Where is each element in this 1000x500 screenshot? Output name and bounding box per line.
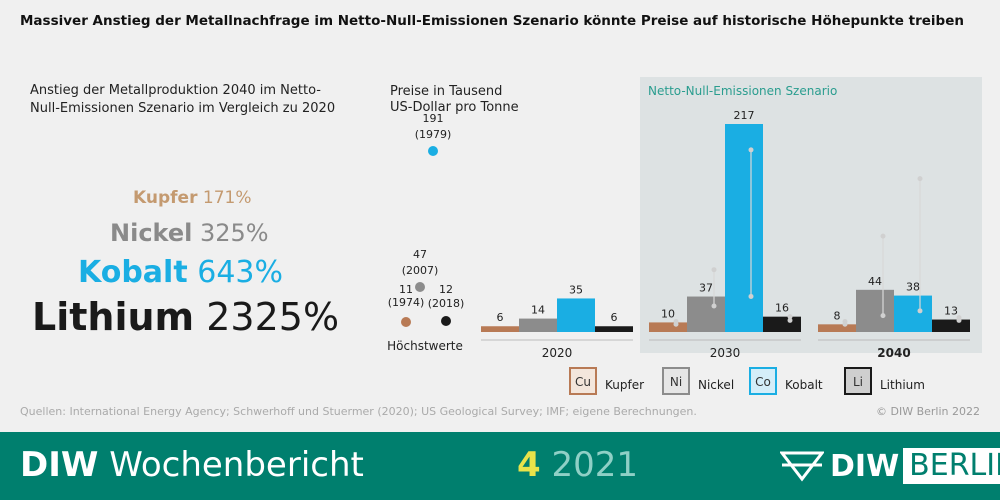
footer-issue-year: 2021 xyxy=(551,445,639,485)
legend-symbol-kupfer: Cu xyxy=(575,375,591,389)
category-label-2020: 2020 xyxy=(542,346,573,360)
bar-nickel-2040 xyxy=(856,289,894,332)
peak-year-kupfer: (1974) xyxy=(388,296,425,309)
range-bottom-dot xyxy=(842,321,848,327)
peak-value-nickel: 47 xyxy=(413,248,427,261)
legend-box-kupfer xyxy=(569,367,597,395)
peak-dot-kobalt xyxy=(428,146,438,156)
peak-year-nickel: (2007) xyxy=(402,264,439,277)
peaks-label: Höchstwerte xyxy=(387,339,463,353)
copyright: © DIW Berlin 2022 xyxy=(876,405,980,418)
footer: DIW Wochenbericht 4 2021 DIW BERLIN xyxy=(0,432,1000,500)
logo-berlin: BERLIN xyxy=(903,448,1000,484)
range-bottom-dot xyxy=(956,317,962,323)
legend-label-kupfer: Kupfer xyxy=(605,378,644,392)
range-top-dot xyxy=(917,176,923,182)
peak-dot-lithium xyxy=(441,316,451,326)
peak-dot-kupfer xyxy=(401,317,411,327)
bar-label-kobalt-2020: 35 xyxy=(569,283,583,296)
bar-kobalt-2020 xyxy=(557,298,595,332)
bar-label-lithium-2030: 16 xyxy=(775,302,789,315)
legend-symbol-kobalt: Co xyxy=(755,375,771,389)
sources: Quellen: International Energy Agency; Sc… xyxy=(20,405,697,418)
metal-name: Lithium xyxy=(32,295,195,339)
legend-symbol-lithium: Li xyxy=(853,375,863,389)
chart-title: Massiver Anstieg der Metallnachfrage im … xyxy=(20,13,964,29)
range-bottom-dot xyxy=(917,308,923,314)
footer-issue: 4 2021 xyxy=(517,445,638,485)
peak-dot-nickel xyxy=(415,282,425,292)
metal-value: 2325% xyxy=(206,295,340,339)
bar-lithium-2040 xyxy=(932,319,970,332)
bar-kupfer-2030 xyxy=(649,322,687,332)
metal-value: 643% xyxy=(197,255,284,290)
bar-lithium-2020 xyxy=(595,326,633,332)
range-top-dot xyxy=(711,267,717,273)
bars-group: 6 14 35 6 2020 10 37 217 16 2030 8 44 38 13 2040 xyxy=(481,109,970,360)
metal-kobalt: Kobalt 643% xyxy=(78,255,283,290)
bar-label-kupfer-2030: 10 xyxy=(661,307,675,320)
bar-label-nickel-2040: 44 xyxy=(868,275,882,288)
bar-label-kupfer-2020: 6 xyxy=(497,311,504,324)
footer-brand-bold: DIW xyxy=(20,445,99,485)
range-top-dot xyxy=(748,147,754,153)
price-unit-label-1: Preise in Tausend xyxy=(390,84,502,99)
diw-berlin-logo: DIW BERLIN xyxy=(780,448,1000,484)
metal-lithium: Lithium 2325% xyxy=(32,295,339,339)
footer-brand: DIW Wochenbericht xyxy=(20,445,364,485)
metal-value: 325% xyxy=(200,219,269,247)
bar-nickel-2030 xyxy=(687,296,725,332)
range-bottom-dot xyxy=(787,317,793,323)
logo-diw: DIW xyxy=(830,448,900,484)
bar-kupfer-2020 xyxy=(481,326,519,332)
legend: Cu Kupfer Ni Nickel Co Kobalt Li Lithium xyxy=(569,367,925,395)
range-bottom-dot xyxy=(673,321,679,327)
metal-value: 171% xyxy=(202,188,252,208)
bar-label-lithium-2020: 6 xyxy=(611,311,618,324)
legend-box-nickel xyxy=(662,367,690,395)
production-subtitle: Anstieg der Metallproduktion 2040 im Net… xyxy=(30,83,336,116)
bar-label-lithium-2040: 13 xyxy=(944,305,958,318)
bar-label-nickel-2020: 14 xyxy=(531,304,545,317)
peak-value-kobalt: 191 xyxy=(423,112,444,125)
range-top-dot xyxy=(880,233,886,239)
footer-issue-num: 4 xyxy=(517,445,541,485)
price-unit-label-2: US-Dollar pro Tonne xyxy=(390,100,519,115)
peak-year-lithium: (2018) xyxy=(428,297,465,310)
price-chart: Netto-Null-Emissionen Szenario Preise in… xyxy=(387,77,982,395)
metal-nickel: Nickel 325% xyxy=(110,219,269,247)
legend-box-kobalt xyxy=(749,367,777,395)
footer-brand-rest: Wochenbericht xyxy=(109,445,364,485)
metal-name: Kupfer xyxy=(133,188,198,208)
bar-label-kobalt-2040: 38 xyxy=(906,281,920,294)
bar-label-nickel-2030: 37 xyxy=(699,282,713,295)
peak-year-kobalt: (1979) xyxy=(415,128,452,141)
metal-kupfer: Kupfer 171% xyxy=(133,188,251,208)
metal-name: Kobalt xyxy=(78,255,188,290)
peaks-group: 11(1974) 47 (2007) 191 (1979) 12(2018) Höchstw… xyxy=(387,112,464,353)
category-label-2030: 2030 xyxy=(710,346,741,360)
category-label-2040: 2040 xyxy=(877,346,910,360)
bar-kupfer-2040 xyxy=(818,324,856,332)
legend-label-kobalt: Kobalt xyxy=(785,378,823,392)
diw-logo-icon xyxy=(780,451,824,482)
legend-label-nickel: Nickel xyxy=(698,378,734,392)
range-bottom-dot xyxy=(880,313,886,319)
bar-nickel-2020 xyxy=(519,318,557,332)
metal-name: Nickel xyxy=(110,219,193,247)
peak-value-lithium: 12 xyxy=(439,283,453,296)
peak-value-kupfer: 11 xyxy=(399,283,413,296)
scenario-label: Netto-Null-Emissionen Szenario xyxy=(648,84,837,98)
legend-symbol-nickel: Ni xyxy=(670,375,682,389)
range-bottom-dot xyxy=(748,293,754,299)
range-top-dot xyxy=(787,314,793,320)
bar-lithium-2030 xyxy=(763,316,801,332)
legend-label-lithium: Lithium xyxy=(880,378,925,392)
bar-label-kobalt-2030: 217 xyxy=(734,109,755,122)
bar-label-kupfer-2040: 8 xyxy=(834,309,841,322)
range-bottom-dot xyxy=(711,303,717,309)
bar-kobalt-2030 xyxy=(725,124,763,332)
bar-kobalt-2040 xyxy=(894,295,932,332)
legend-box-lithium xyxy=(844,367,872,395)
